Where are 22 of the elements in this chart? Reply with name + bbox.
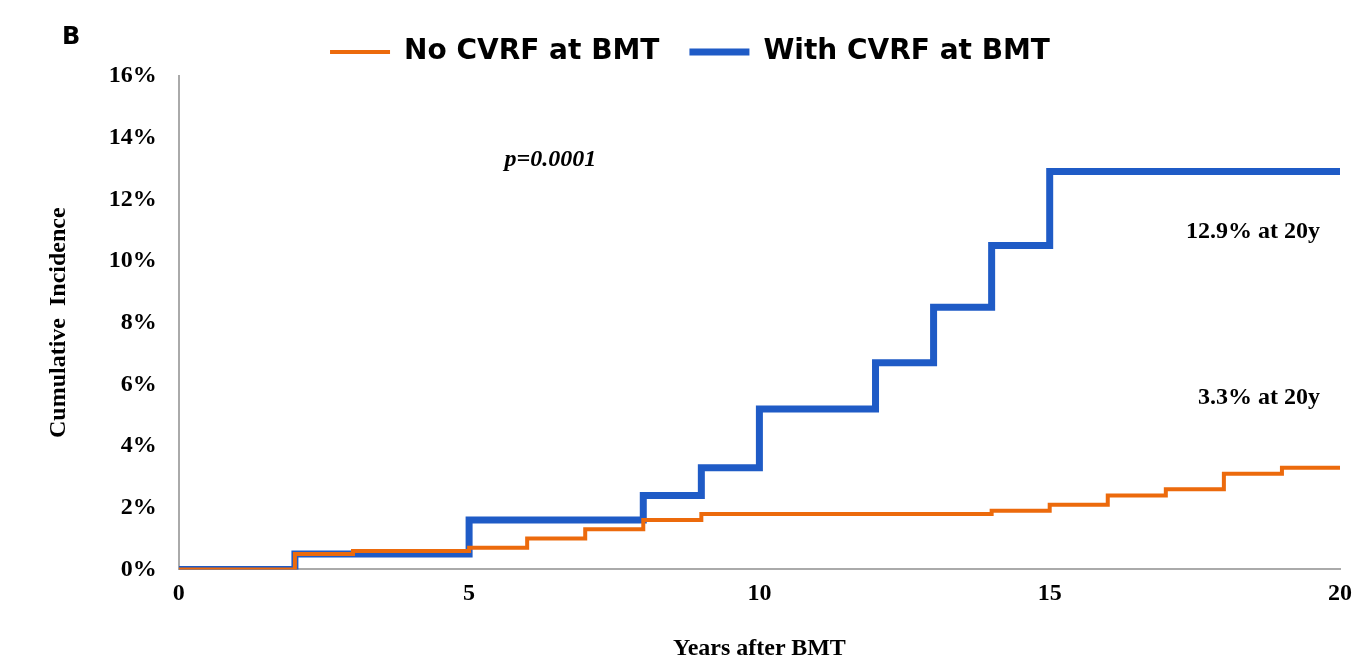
y-tick-label: 16% [108, 61, 157, 88]
y-tick-label: 0% [120, 554, 157, 581]
annotation: 12.9% at 20y [1186, 216, 1320, 243]
y-tick-label: 12% [108, 184, 157, 211]
y-tick-label: 2% [120, 492, 157, 519]
y-tick-label: 8% [120, 307, 157, 334]
x-axis-title: Years after BMT [672, 633, 846, 660]
legend-label: No CVRF at BMT [404, 33, 660, 67]
x-tick-label: 5 [463, 579, 476, 605]
x-tick-label: 0 [172, 579, 185, 605]
y-tick-label: 4% [120, 431, 157, 458]
x-tick-label: 10 [747, 579, 772, 605]
y-tick-label: 14% [108, 122, 157, 149]
y-tick-label: 10% [108, 246, 157, 273]
y-tick-label: 6% [120, 369, 157, 396]
annotation: 3.3% at 20y [1198, 382, 1320, 409]
text: B [62, 22, 81, 51]
legend-label: With CVRF at BMT [763, 33, 1050, 67]
y-axis-title: Cumulative Incidence [43, 207, 70, 439]
annotation: p=0.0001 [502, 145, 597, 172]
x-tick-label: 15 [1037, 579, 1062, 605]
x-tick-label: 20 [1328, 579, 1352, 605]
